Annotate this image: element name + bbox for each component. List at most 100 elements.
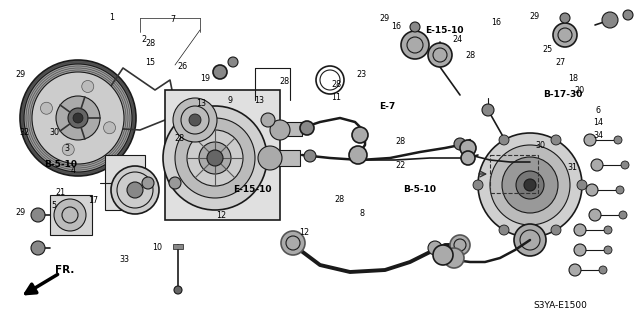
Circle shape	[281, 231, 305, 255]
Circle shape	[40, 102, 52, 114]
Circle shape	[32, 72, 124, 164]
Circle shape	[524, 179, 536, 191]
Circle shape	[304, 150, 316, 162]
Text: 13: 13	[254, 96, 264, 105]
Circle shape	[20, 60, 136, 176]
Circle shape	[174, 286, 182, 294]
Circle shape	[599, 266, 607, 274]
Bar	[272, 122, 302, 136]
Circle shape	[473, 180, 483, 190]
Bar	[173, 244, 183, 249]
Circle shape	[82, 80, 93, 93]
Circle shape	[461, 151, 475, 165]
Text: E-15-10: E-15-10	[426, 26, 464, 35]
Text: 12: 12	[216, 211, 226, 220]
Circle shape	[352, 127, 368, 143]
Text: 28: 28	[145, 39, 156, 48]
Circle shape	[56, 96, 100, 140]
Circle shape	[482, 104, 494, 116]
Circle shape	[460, 140, 476, 156]
Text: 31: 31	[568, 163, 578, 172]
Circle shape	[478, 133, 582, 237]
Circle shape	[499, 225, 509, 235]
Circle shape	[73, 113, 83, 123]
Text: 15: 15	[145, 58, 156, 67]
Circle shape	[207, 150, 223, 166]
Text: E-7: E-7	[379, 102, 396, 111]
Circle shape	[189, 114, 201, 126]
Text: 5: 5	[52, 201, 57, 210]
Text: 32: 32	[19, 128, 29, 137]
Text: 19: 19	[200, 74, 210, 83]
Text: 33: 33	[120, 256, 130, 264]
Circle shape	[499, 135, 509, 145]
Circle shape	[614, 136, 622, 144]
Text: 24: 24	[452, 35, 463, 44]
Circle shape	[428, 43, 452, 67]
Text: 13: 13	[196, 99, 207, 108]
Text: 30: 30	[536, 141, 546, 150]
Circle shape	[444, 248, 464, 268]
Text: FR.: FR.	[55, 265, 75, 275]
Text: 28: 28	[334, 195, 344, 204]
Circle shape	[169, 177, 181, 189]
Circle shape	[187, 130, 243, 186]
Circle shape	[258, 146, 282, 170]
Circle shape	[569, 264, 581, 276]
Text: 29: 29	[379, 14, 389, 23]
Circle shape	[62, 144, 74, 156]
Circle shape	[24, 64, 132, 172]
Text: 12: 12	[299, 228, 309, 237]
Circle shape	[551, 135, 561, 145]
Circle shape	[502, 157, 558, 213]
Text: 17: 17	[88, 197, 98, 205]
Circle shape	[428, 241, 442, 255]
Circle shape	[270, 120, 290, 140]
Circle shape	[619, 211, 627, 219]
Circle shape	[586, 184, 598, 196]
Circle shape	[623, 10, 633, 20]
Text: 28: 28	[465, 51, 476, 60]
Circle shape	[616, 186, 624, 194]
Circle shape	[300, 121, 314, 135]
Circle shape	[516, 171, 544, 199]
Circle shape	[111, 166, 159, 214]
Circle shape	[31, 241, 45, 255]
Circle shape	[591, 159, 603, 171]
Text: B-17-30: B-17-30	[543, 90, 583, 99]
Circle shape	[433, 245, 453, 265]
Circle shape	[104, 122, 116, 134]
Text: 10: 10	[152, 243, 162, 252]
Text: 20: 20	[574, 86, 584, 95]
Bar	[165, 90, 280, 220]
Circle shape	[173, 98, 217, 142]
Circle shape	[604, 226, 612, 234]
Circle shape	[127, 182, 143, 198]
Circle shape	[551, 225, 561, 235]
Text: 23: 23	[356, 70, 367, 79]
Circle shape	[261, 113, 275, 127]
Circle shape	[54, 199, 86, 231]
Circle shape	[199, 142, 231, 174]
Circle shape	[584, 134, 596, 146]
Circle shape	[602, 12, 618, 28]
Text: 27: 27	[555, 58, 565, 67]
Text: 2: 2	[141, 35, 147, 44]
Circle shape	[410, 22, 420, 32]
Text: 8: 8	[359, 209, 364, 218]
Text: 29: 29	[529, 12, 540, 21]
Circle shape	[454, 138, 466, 150]
Text: 1: 1	[109, 13, 115, 22]
Circle shape	[163, 106, 267, 210]
Text: 16: 16	[491, 18, 501, 27]
Circle shape	[604, 246, 612, 254]
Circle shape	[213, 65, 227, 79]
Text: 29: 29	[15, 70, 26, 79]
Text: S3YA-E1500: S3YA-E1500	[533, 300, 587, 309]
Text: 21: 21	[56, 189, 66, 197]
Text: 18: 18	[568, 74, 578, 83]
Circle shape	[574, 244, 586, 256]
Text: 26: 26	[177, 63, 188, 71]
Text: 11: 11	[331, 93, 341, 102]
Text: 14: 14	[593, 118, 604, 127]
